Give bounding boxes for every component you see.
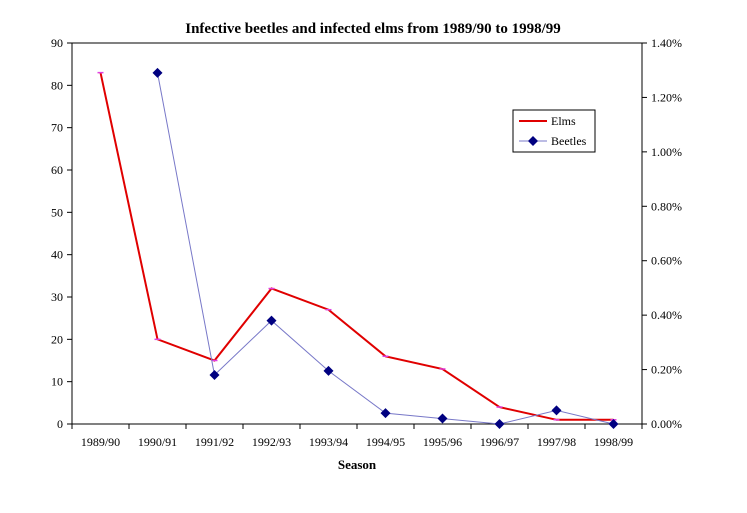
left-tick-label: 40: [51, 248, 63, 262]
legend-beetles-marker: [528, 136, 538, 146]
x-axis-title: Season: [338, 457, 377, 472]
left-tick-label: 0: [57, 417, 63, 431]
series-layer: [97, 67, 619, 429]
right-tick-label: 1.40%: [651, 36, 682, 50]
x-tick-label: 1992/93: [252, 435, 291, 449]
left-tick-label: 10: [51, 375, 63, 389]
beetles-point: [494, 419, 505, 429]
x-tick-label: 1994/95: [366, 435, 405, 449]
beetles-point: [380, 408, 391, 419]
right-tick-label: 0.80%: [651, 199, 682, 213]
beetles-point: [551, 405, 562, 416]
left-tick-label: 80: [51, 78, 63, 92]
left-tick-label: 60: [51, 163, 63, 177]
beetles-point: [209, 370, 220, 381]
x-tick-label: 1995/96: [423, 435, 462, 449]
left-tick-label: 20: [51, 332, 63, 346]
x-axis: 1989/90 1990/91 1991/92 1992/93 1993/94 1994/…: [71, 424, 643, 449]
x-tick-label: 1989/90: [81, 435, 120, 449]
right-tick-label: 0.60%: [651, 254, 682, 268]
legend-elms-label: Elms: [551, 114, 576, 128]
series-elms-line: [99, 72, 614, 421]
x-tick-label: 1998/99: [594, 435, 633, 449]
x-tick-label: 1997/98: [537, 435, 576, 449]
right-y-axis: 0.00% 0.20% 0.40% 0.60% 0.80% 1.00% 1.20% 1.40%: [642, 36, 682, 431]
plot-area: [71, 42, 643, 425]
left-tick-label: 30: [51, 290, 63, 304]
beetles-point: [437, 413, 448, 424]
right-tick-label: 1.00%: [651, 145, 682, 159]
left-tick-label: 90: [51, 36, 63, 50]
beetles-point: [152, 67, 163, 78]
x-tick-label: 1993/94: [309, 435, 348, 449]
right-tick-label: 0.00%: [651, 417, 682, 431]
right-tick-label: 0.20%: [651, 363, 682, 377]
beetles-point: [608, 419, 619, 429]
legend-beetles-label: Beetles: [551, 134, 587, 148]
left-tick-label: 70: [51, 121, 63, 135]
legend: Elms Beetles: [512, 109, 596, 153]
chart-title: Infective beetles and infected elms from…: [185, 21, 561, 37]
beetles-point: [266, 315, 277, 326]
right-tick-label: 0.40%: [651, 308, 682, 322]
legend-box: [512, 109, 596, 153]
beetles-point: [323, 365, 334, 376]
x-tick-label: 1996/97: [480, 435, 519, 449]
right-tick-label: 1.20%: [651, 90, 682, 104]
left-tick-label: 50: [51, 205, 63, 219]
x-tick-label: 1991/92: [195, 435, 234, 449]
x-tick-label: 1990/91: [138, 435, 177, 449]
left-y-axis: 0 10 20 30 40 50 60 70 80 90: [51, 36, 72, 431]
